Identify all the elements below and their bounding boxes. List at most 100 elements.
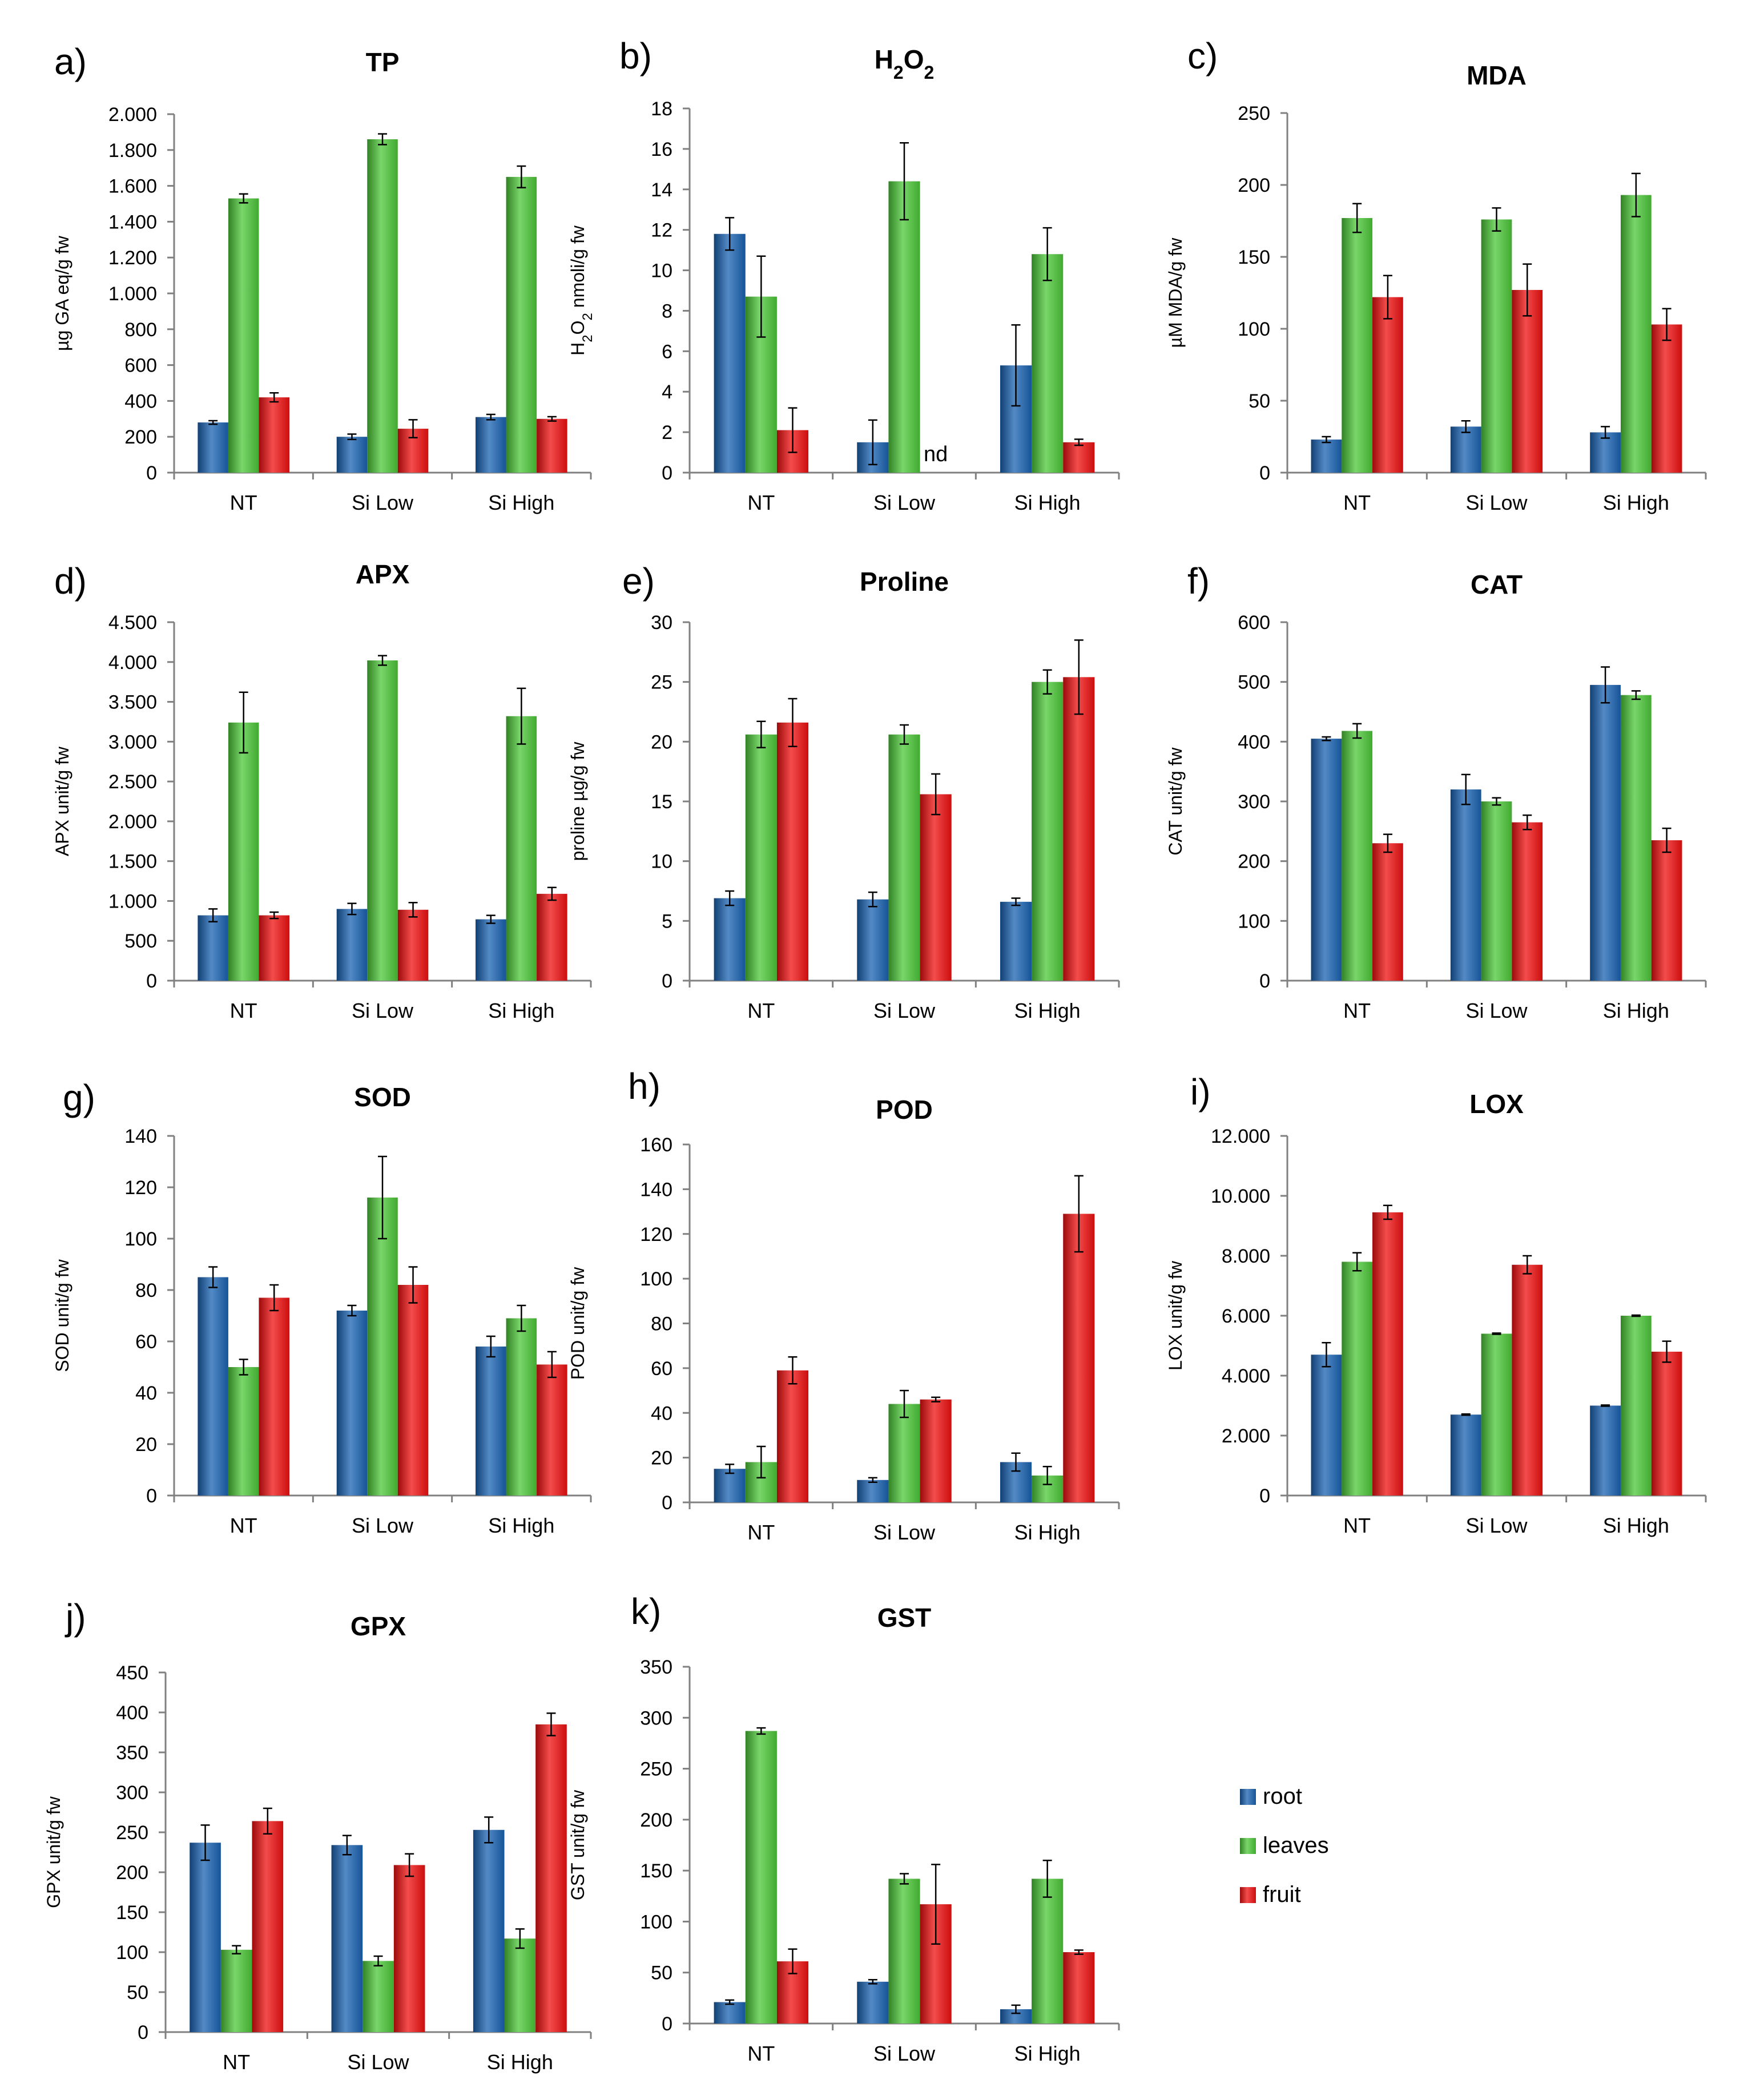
bar-root-si-low <box>336 1311 368 1496</box>
error-bar <box>900 724 909 745</box>
error-bar <box>1074 438 1084 446</box>
y-tick-label: 20 <box>651 731 672 753</box>
y-tick-label: 0 <box>1259 970 1270 992</box>
error-bar <box>1011 324 1021 407</box>
y-tick-label: 120 <box>640 1224 672 1246</box>
error-bar <box>200 1824 210 1861</box>
error-bar <box>1322 1342 1331 1368</box>
error-bar <box>515 1928 525 1949</box>
bar-fruit-nt <box>259 1297 289 1496</box>
y-tick-label: 2 <box>662 422 672 444</box>
y-axis-label: APX unit/g fw <box>52 746 73 856</box>
bar-root-si-high <box>476 919 506 981</box>
bar-leaves-nt <box>228 1367 259 1496</box>
y-tick-label: 25 <box>651 672 672 694</box>
error-bar <box>517 165 526 188</box>
error-bar <box>1662 1340 1672 1363</box>
bar-root-nt <box>1311 440 1342 473</box>
error-bar <box>756 1727 766 1735</box>
error-bar <box>1461 773 1471 805</box>
error-bar <box>405 1853 414 1877</box>
error-bar <box>1631 1314 1641 1317</box>
bar-leaves-si-high <box>504 1938 536 2032</box>
y-tick-label: 200 <box>116 1862 148 1884</box>
bar-fruit-si-high <box>1063 1214 1095 1502</box>
error-bar <box>788 1948 798 1974</box>
chart-title: H2O2 <box>875 45 935 83</box>
y-tick-label: 400 <box>124 390 157 412</box>
y-tick-label: 3.500 <box>108 692 157 714</box>
bar-leaves-nt <box>220 1949 252 2032</box>
chart-title: APX <box>356 559 410 589</box>
bar-fruit-nt <box>1372 297 1403 473</box>
y-axis-label: CAT unit/g fw <box>1165 747 1186 856</box>
bar-leaves-si-low <box>888 181 920 473</box>
x-tick-label: Si Low <box>352 1514 414 1537</box>
error-bar <box>788 407 798 453</box>
y-tick-label: 100 <box>1238 910 1270 932</box>
y-tick-label: 1.200 <box>108 247 157 269</box>
error-bar <box>486 413 496 421</box>
y-tick-label: 1.400 <box>108 211 157 233</box>
panel-letter: c) <box>1187 35 1218 76</box>
y-tick-label: 400 <box>116 1702 148 1724</box>
error-bar <box>725 217 735 251</box>
error-bar <box>486 914 496 924</box>
error-bar <box>1322 736 1331 741</box>
bar-leaves-si-low <box>367 139 398 473</box>
error-bar <box>1383 275 1392 320</box>
y-tick-label: 600 <box>124 355 157 377</box>
x-tick-label: Si Low <box>352 491 414 514</box>
error-bar <box>378 133 387 146</box>
bar-leaves-si-low <box>888 1404 920 1502</box>
x-tick-label: NT <box>1343 1514 1371 1537</box>
bar-root-nt <box>198 915 228 981</box>
error-bar <box>208 908 218 922</box>
bar-root-si-high <box>1590 432 1621 473</box>
x-tick-label: NT <box>747 1521 775 1544</box>
bar-fruit-nt <box>1372 843 1403 981</box>
legend-item-root: root <box>1240 1784 1302 1809</box>
error-bar <box>517 687 526 745</box>
y-tick-label: 350 <box>116 1742 148 1764</box>
y-tick-label: 50 <box>1249 390 1270 412</box>
error-bar <box>232 1945 241 1955</box>
y-tick-label: 300 <box>640 1707 672 1729</box>
bar-root-si-low <box>331 1845 363 2032</box>
bar-leaves-si-high <box>506 716 537 981</box>
chart-panel-i: i) LOX LOX unit/g fw 0 2.000 4.000 6.000 8.000 1… <box>1165 1071 1707 1537</box>
y-tick-label: 100 <box>640 1911 672 1933</box>
annotation-nd: nd <box>924 442 948 466</box>
y-tick-label: 40 <box>135 1382 157 1404</box>
error-bar <box>1461 1413 1471 1416</box>
error-bar <box>1042 227 1052 281</box>
bar-leaves-si-low <box>888 734 920 981</box>
y-axis-label: GPX unit/g fw <box>43 1796 64 1908</box>
y-tick-label: 0 <box>1259 1485 1270 1507</box>
bar-leaves-si-high <box>1032 682 1064 981</box>
y-tick-label: 8 <box>662 300 672 322</box>
bar-leaves-si-high <box>1620 695 1652 981</box>
y-tick-label: 100 <box>1238 319 1270 340</box>
bar-leaves-nt <box>1342 731 1373 981</box>
bar-root-si-high <box>476 1347 506 1496</box>
y-tick-label: 0 <box>1259 462 1270 484</box>
error-bar <box>725 1999 735 2005</box>
error-bar <box>931 1396 941 1402</box>
chart-title: SOD <box>354 1082 411 1112</box>
error-bar <box>1662 308 1672 341</box>
y-axis-label: H2O2 nmoli/g fw <box>567 225 595 356</box>
bar-leaves-nt <box>1342 1261 1373 1496</box>
bar-leaves-nt <box>745 1731 777 2024</box>
panel-letter: b) <box>619 35 652 76</box>
error-bar <box>868 1477 877 1483</box>
y-tick-label: 1.000 <box>108 890 157 912</box>
chart-title: MDA <box>1467 61 1527 90</box>
bar-fruit-nt <box>252 1821 284 2032</box>
error-bar <box>1523 263 1532 317</box>
bar-fruit-si-high <box>1651 1352 1682 1496</box>
y-tick-label: 60 <box>651 1358 672 1380</box>
y-tick-label: 40 <box>651 1402 672 1424</box>
chart-title: CAT <box>1471 570 1523 599</box>
